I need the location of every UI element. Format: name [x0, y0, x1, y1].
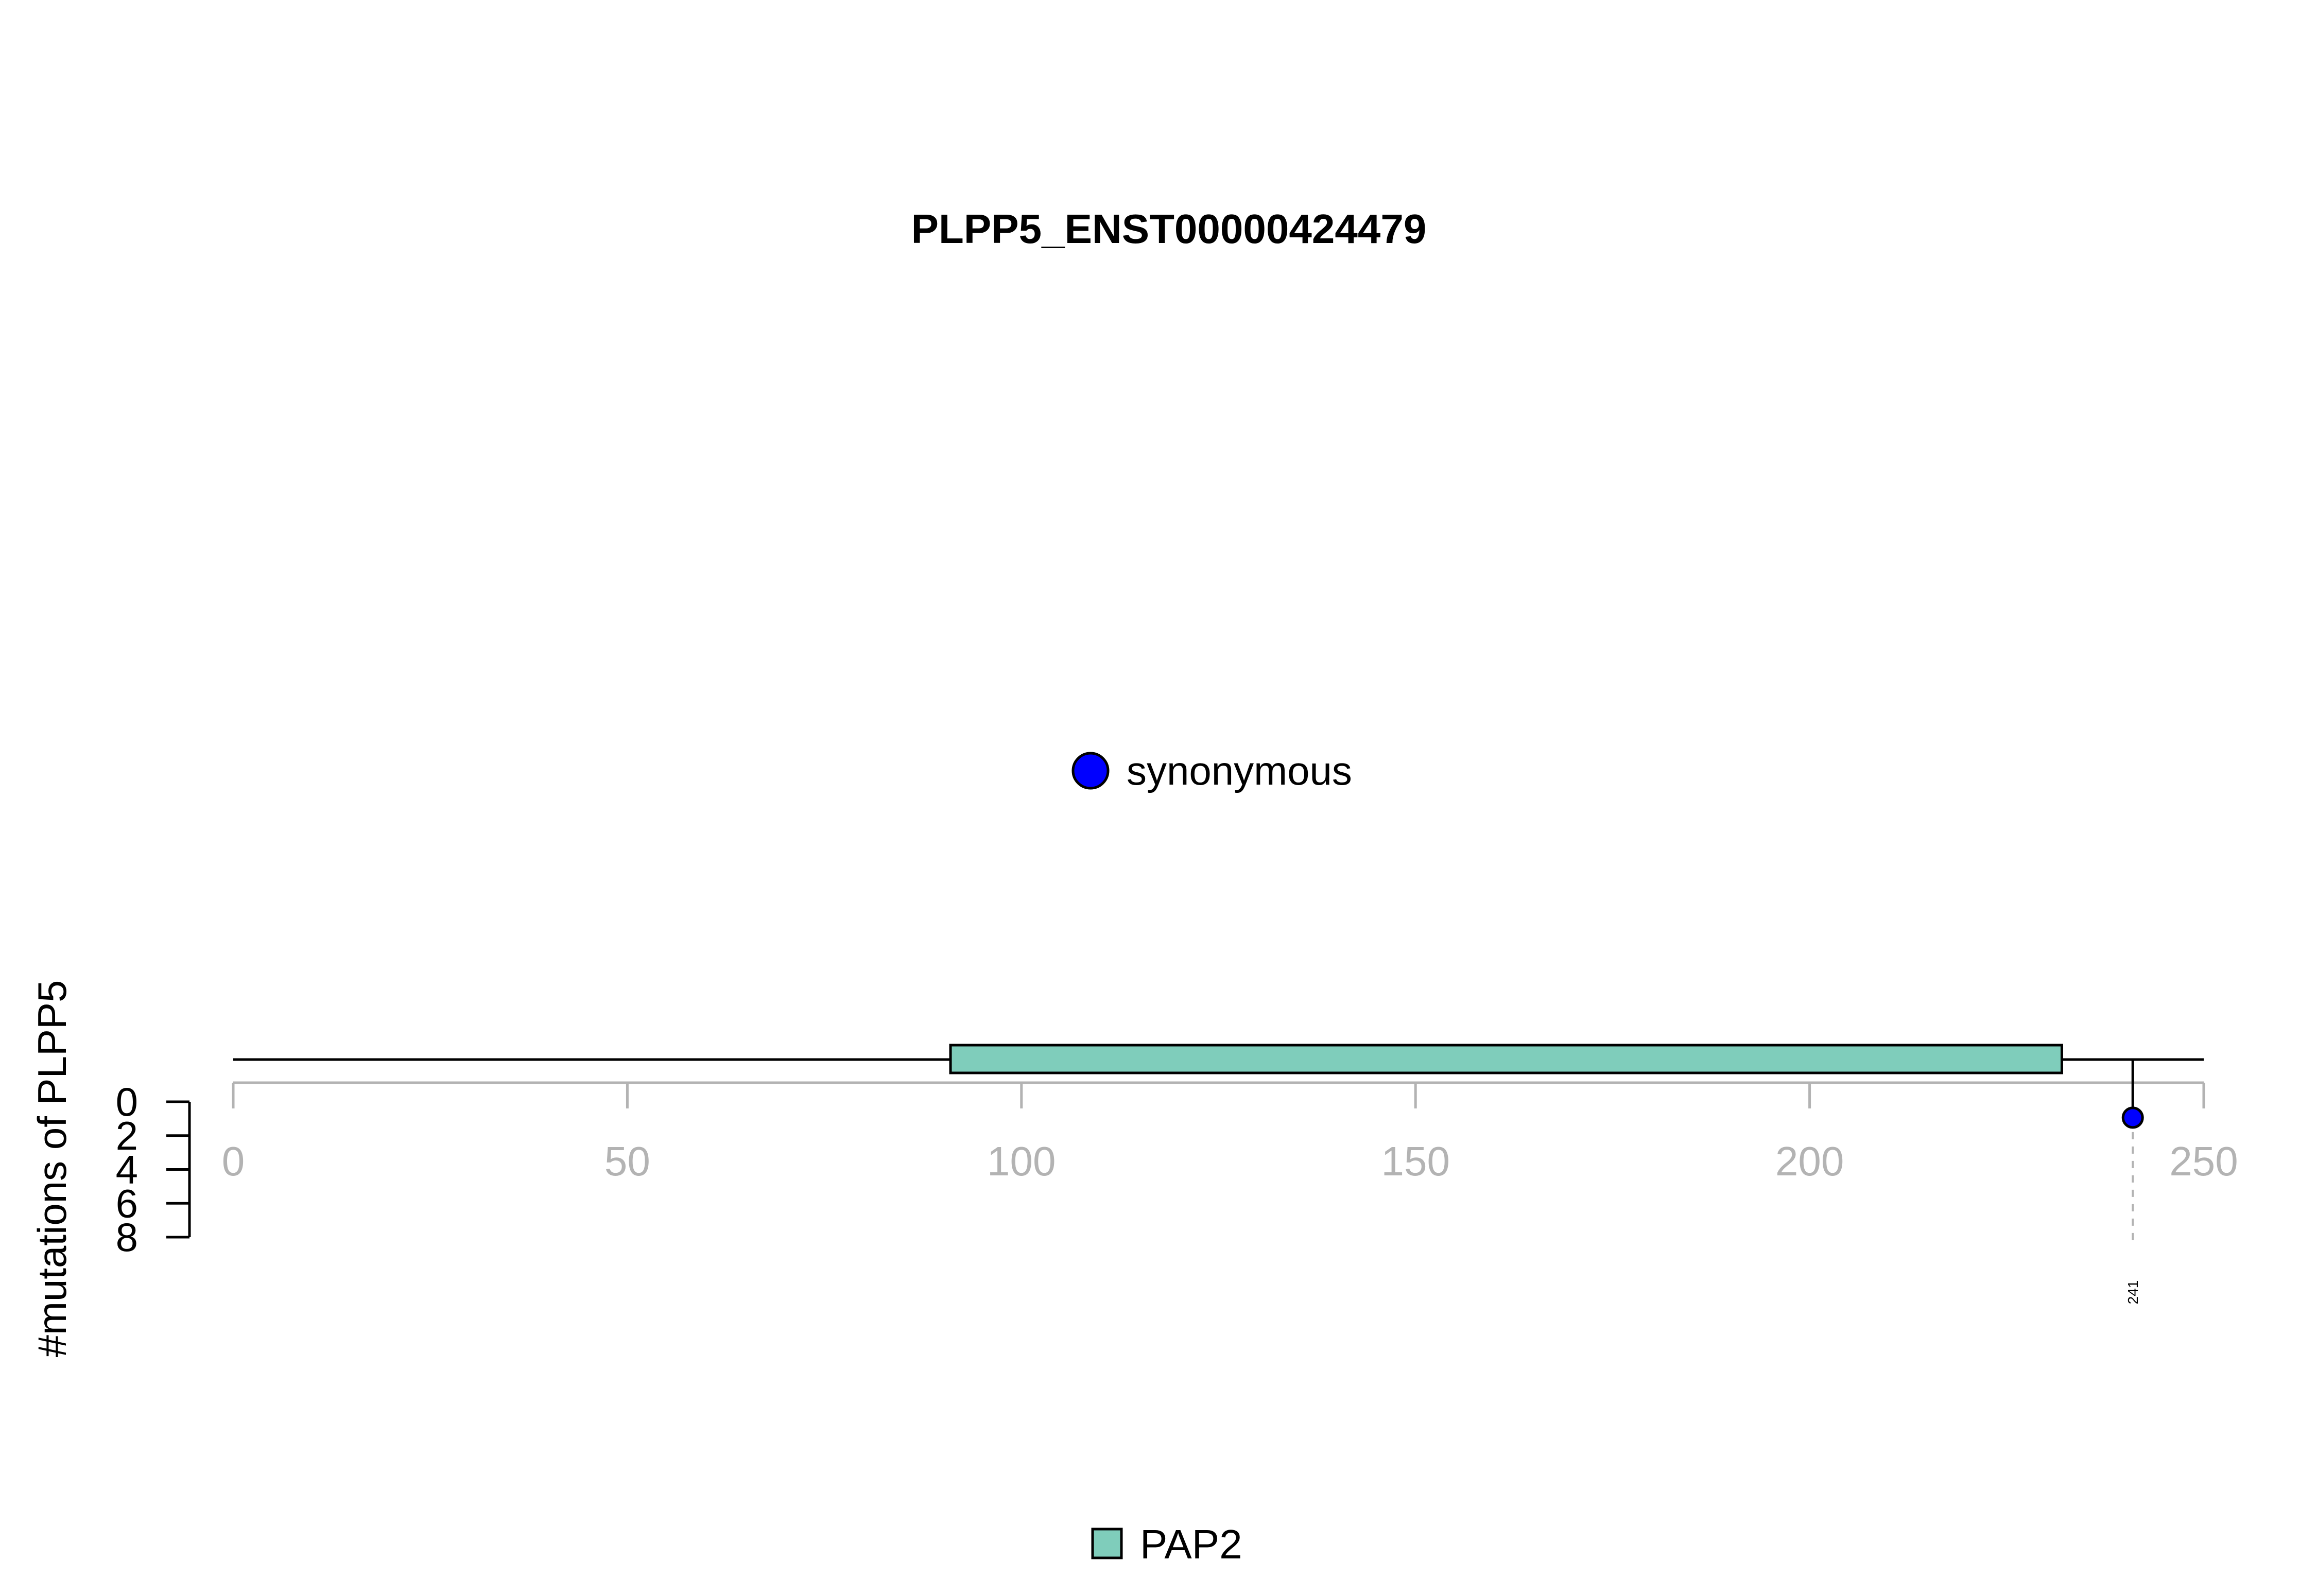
y-tick-label: 2 — [116, 1113, 138, 1158]
x-tick-label: 250 — [2169, 1138, 2238, 1184]
x-tick-label: 50 — [604, 1138, 650, 1184]
legend-type-marker — [1071, 752, 1110, 790]
legend-domain-label: PAP2 — [1140, 1521, 1242, 1567]
mutation-position-label: 241 — [2125, 1280, 2141, 1305]
mutation-track: 241 — [2121, 1060, 2144, 1305]
x-tick-label: 100 — [987, 1138, 1056, 1184]
x-tick-label: 0 — [222, 1138, 245, 1184]
domain-legend: PAP2 — [1091, 1521, 1242, 1567]
y-tick-label: 8 — [116, 1215, 138, 1260]
y-tick-label: 6 — [116, 1181, 138, 1226]
x-tick-label: 200 — [1775, 1138, 1844, 1184]
y-tick-label: 0 — [116, 1079, 138, 1124]
domain-pap2 — [949, 1044, 2063, 1074]
legend-type-label: synonymous — [1127, 748, 1352, 793]
x-axis: 0 50 100 150 200 250 — [222, 1081, 2238, 1184]
legend-domain-swatch — [1091, 1528, 1123, 1559]
chart-title: PLPP5_ENST00000424479 — [911, 206, 1427, 252]
x-tick-label: 150 — [1381, 1138, 1449, 1184]
y-axis-label: #mutations of PLPP5 — [29, 980, 75, 1358]
domain-track — [949, 1044, 2063, 1074]
mutation-marker — [2121, 1106, 2144, 1129]
mutation-type-legend: synonymous — [1071, 748, 1352, 793]
y-tick-label: 4 — [116, 1147, 138, 1192]
